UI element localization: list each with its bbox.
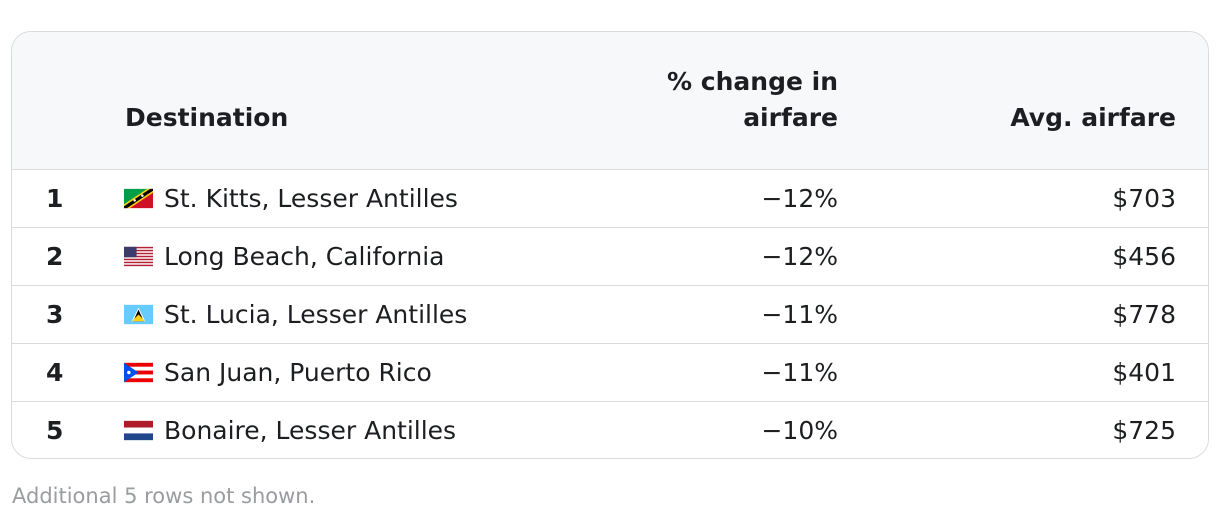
- airfare: $725: [1112, 416, 1176, 445]
- change: −11%: [761, 300, 838, 329]
- table: Destination % change in airfare Avg. air…: [11, 31, 1209, 459]
- destination: Long Beach, California: [164, 242, 445, 271]
- airfare: $456: [1112, 242, 1176, 271]
- table-row: 4 San Juan, Puerto Rico −11% $401: [12, 344, 1208, 402]
- flag-icon: [124, 188, 153, 209]
- rank: 5: [46, 416, 64, 445]
- destination: St. Lucia, Lesser Antilles: [164, 300, 468, 329]
- table-row: 3 St. Lucia, Lesser Antilles −11% $778: [12, 286, 1208, 344]
- change: −12%: [761, 242, 838, 271]
- rank: 2: [46, 242, 64, 271]
- flag-icon: [124, 304, 153, 325]
- flag-icon: [124, 246, 153, 267]
- flag-icon: [124, 362, 153, 383]
- header-cell: Destination: [125, 103, 289, 132]
- table-row: 1 St. Kitts, Lesser Antilles −12% $703: [12, 170, 1208, 228]
- rank: 3: [46, 300, 64, 329]
- header-cell: % change in airfare: [667, 67, 838, 132]
- airfare: $401: [1112, 358, 1176, 387]
- change: −10%: [761, 416, 838, 445]
- rank: 4: [46, 358, 64, 387]
- change: −12%: [761, 184, 838, 213]
- flag-icon: [124, 420, 153, 441]
- rank: 1: [46, 184, 64, 213]
- header-cell: Avg. airfare: [1010, 103, 1176, 132]
- destination: St. Kitts, Lesser Antilles: [164, 184, 458, 213]
- table-row: 5 Bonaire, Lesser Antilles −10% $725: [12, 402, 1208, 458]
- change: −11%: [761, 358, 838, 387]
- table-row: 2 Long Beach, California −12% $456: [12, 228, 1208, 286]
- airfare: $703: [1112, 184, 1176, 213]
- footnote: Additional 5 rows not shown.: [12, 484, 316, 508]
- airfare: $778: [1112, 300, 1176, 329]
- table-header: Destination % change in airfare Avg. air…: [12, 32, 1208, 170]
- destination: San Juan, Puerto Rico: [164, 358, 432, 387]
- destination: Bonaire, Lesser Antilles: [164, 416, 457, 445]
